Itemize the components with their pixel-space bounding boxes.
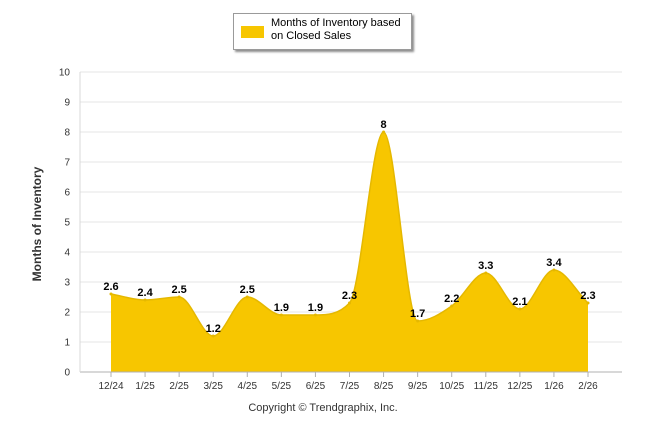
x-tick-label: 9/25 (408, 381, 428, 392)
data-label: 1.7 (410, 308, 425, 320)
data-point (348, 301, 351, 305)
data-label: 2.3 (342, 290, 357, 302)
x-tick-label: 12/25 (507, 381, 532, 392)
data-label: 2.2 (444, 293, 459, 305)
data-point (382, 130, 386, 134)
data-label: 1.9 (308, 302, 323, 314)
area-series (109, 130, 590, 372)
y-tick-label: 1 (64, 338, 70, 349)
data-label: 2.1 (512, 296, 527, 308)
data-point (143, 298, 147, 302)
x-tick-label: 1/26 (544, 381, 564, 392)
data-point (552, 268, 556, 272)
data-label: 2.5 (240, 284, 255, 296)
y-tick-label: 5 (64, 218, 70, 229)
data-point (313, 313, 317, 317)
data-point (450, 304, 454, 308)
data-label: 3.4 (546, 257, 562, 269)
data-label: 1.2 (206, 323, 221, 335)
x-tick-label: 6/25 (306, 381, 326, 392)
data-labels: 2.6 2.4 2.5 1.2 2.5 1.9 1.9 2.3 8 1.7 2.2 3.3 2.1 3.4… (103, 119, 595, 335)
series-line (110, 131, 589, 337)
x-tick-label: 7/25 (340, 381, 360, 392)
y-axis-title: Months of Inventory (30, 166, 44, 282)
data-label: 2.3 (580, 290, 595, 302)
x-tick-label: 1/25 (135, 381, 155, 392)
data-point (586, 301, 590, 305)
copyright-text: Copyright © Trendgraphix, Inc. (248, 402, 398, 414)
x-tick-label: 4/25 (238, 381, 258, 392)
data-point (416, 319, 420, 323)
y-tick-label: 8 (64, 128, 70, 139)
data-point (279, 313, 283, 317)
area-fill (111, 132, 588, 372)
data-label: 2.6 (103, 281, 118, 293)
data-label: 1.9 (274, 302, 289, 314)
data-label: 8 (381, 119, 387, 131)
y-tick-label: 7 (64, 158, 70, 169)
x-axis-ticks: 12/24 1/25 2/25 3/25 4/25 5/25 6/25 7/25 8/25 9/2… (98, 372, 598, 392)
legend: Months of Inventory based on Closed Sale… (233, 13, 412, 50)
data-label: 3.3 (478, 260, 493, 272)
y-tick-label: 0 (64, 368, 70, 379)
data-point (484, 271, 488, 275)
x-tick-label: 10/25 (439, 381, 464, 392)
x-tick-label: 3/25 (203, 381, 223, 392)
data-point (177, 295, 181, 299)
x-tick-label: 2/25 (169, 381, 189, 392)
data-point (211, 334, 215, 338)
y-tick-label: 3 (64, 278, 70, 289)
y-tick-label: 6 (64, 188, 70, 199)
x-tick-label: 11/25 (474, 381, 499, 392)
legend-swatch (241, 26, 264, 38)
x-tick-label: 5/25 (272, 381, 292, 392)
y-tick-label: 4 (64, 248, 70, 259)
y-tick-label: 10 (59, 68, 71, 79)
x-tick-label: 8/25 (374, 381, 394, 392)
x-tick-label: 2/26 (578, 381, 598, 392)
data-label: 2.4 (137, 287, 153, 299)
y-axis-ticks: 0 1 2 3 4 5 6 7 8 9 10 (59, 68, 71, 379)
y-tick-label: 9 (64, 98, 70, 109)
axes (79, 72, 622, 373)
data-label: 2.5 (171, 284, 186, 296)
y-tick-label: 2 (64, 308, 70, 319)
data-point (245, 295, 249, 299)
legend-label: Months of Inventory based on Closed Sale… (271, 17, 401, 42)
data-point (518, 307, 522, 311)
x-tick-label: 12/24 (98, 381, 123, 392)
data-point (109, 292, 113, 296)
